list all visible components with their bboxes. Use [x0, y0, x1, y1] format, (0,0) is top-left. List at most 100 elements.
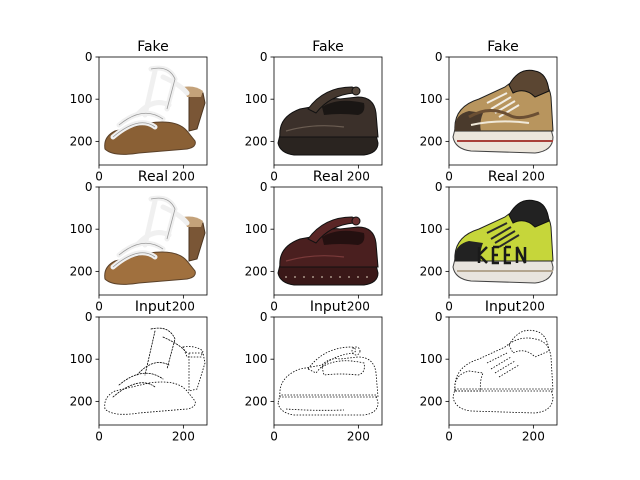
- y-tick-label: 0: [435, 50, 443, 64]
- shoe-image: [449, 57, 557, 165]
- clog-sole: [277, 394, 379, 416]
- clog-stitch: [303, 276, 305, 278]
- y-tick-label: 200: [245, 394, 268, 408]
- x-tick-label: 0: [445, 430, 453, 444]
- sneaker-collar: [508, 329, 550, 358]
- axes-frame: [98, 56, 208, 166]
- clog-stitch: [312, 276, 314, 278]
- clog-stitch: [348, 276, 350, 278]
- panel-title: Real: [138, 169, 168, 185]
- panel-title: Real: [488, 169, 518, 185]
- y-tick-label: 0: [260, 310, 268, 324]
- axes-panel: 0 100 200 0 200 Real: [420, 169, 558, 314]
- y-tick-label: 0: [260, 50, 268, 64]
- x-tick-label: 200: [172, 300, 195, 314]
- y-tick-label: 0: [435, 180, 443, 194]
- axes-frame: [273, 186, 383, 296]
- x-tick-label: 200: [522, 300, 545, 314]
- clog-sole: [277, 264, 379, 286]
- clog-opening: [321, 360, 365, 376]
- panel-title: Input: [310, 299, 347, 315]
- panel-title: Input: [485, 299, 522, 315]
- sandal-strap: [142, 68, 158, 118]
- shoe-image: [274, 187, 382, 295]
- sandal-strap: [142, 198, 158, 248]
- x-tick-label: 0: [95, 430, 103, 444]
- y-tick-label: 0: [85, 50, 93, 64]
- axes-panel: 0 100 200 0 200 Real: [245, 169, 383, 314]
- axes-panel: 0 100 200 0 200 Real: [70, 169, 208, 314]
- axes-frame: [273, 56, 383, 166]
- clog-opening: [322, 100, 365, 115]
- axes-frame: [273, 316, 383, 426]
- shoe-image: [449, 187, 557, 295]
- sneaker-laces: [486, 222, 520, 248]
- clog-opening: [322, 230, 365, 245]
- y-tick-label: 200: [70, 264, 93, 278]
- y-tick-label: 0: [435, 310, 443, 324]
- clog-stitch: [330, 276, 332, 278]
- axes-panel: 0 100 200 0 200 Fake: [420, 39, 558, 184]
- sandal-strap: [144, 330, 156, 376]
- edge-map-image: [99, 317, 207, 425]
- clog-stitch: [294, 276, 296, 278]
- x-tick-label: 0: [95, 300, 103, 314]
- x-tick-label: 0: [270, 300, 278, 314]
- keen-logo: [477, 245, 527, 265]
- x-tick-label: 200: [347, 430, 370, 444]
- sneaker-collar: [508, 199, 550, 228]
- sandal-strap: [112, 382, 156, 398]
- y-tick-label: 0: [85, 180, 93, 194]
- x-tick-label: 200: [522, 430, 545, 444]
- panel-title: Input: [135, 299, 172, 315]
- sneaker-toe: [454, 241, 483, 261]
- sandal-sole: [104, 251, 196, 285]
- x-tick-label: 200: [172, 430, 195, 444]
- x-tick-label: 0: [445, 170, 453, 184]
- y-tick-label: 100: [420, 352, 443, 366]
- axes-frame: [448, 316, 558, 426]
- x-tick-label: 200: [522, 170, 545, 184]
- y-tick-label: 200: [70, 134, 93, 148]
- y-tick-label: 100: [245, 92, 268, 106]
- panel-title: Fake: [137, 39, 169, 55]
- x-tick-label: 200: [347, 170, 370, 184]
- sandal-strap-shadow: [112, 67, 176, 138]
- panel-title: Real: [313, 169, 343, 185]
- y-tick-label: 100: [420, 222, 443, 236]
- image-background: [449, 317, 557, 425]
- shoe-image: [274, 57, 382, 165]
- x-tick-label: 0: [95, 170, 103, 184]
- sandal-strap: [160, 204, 190, 226]
- y-tick-label: 200: [420, 264, 443, 278]
- y-tick-label: 100: [70, 222, 93, 236]
- clog-highlight: [285, 255, 345, 262]
- edge-map-image: [449, 317, 557, 425]
- sneaker-toe: [454, 111, 483, 131]
- sneaker-pattern: [470, 120, 530, 126]
- x-tick-label: 200: [347, 300, 370, 314]
- sandal-strap-shadow: [112, 197, 176, 268]
- sandal-strap: [136, 362, 170, 376]
- sandal-strap: [118, 372, 164, 386]
- clog-highlight: [285, 125, 345, 132]
- axes-frame: [98, 316, 208, 426]
- sneaker-laces: [486, 92, 520, 118]
- axes-panel: 0 100 200 0 200 Fake: [245, 39, 383, 184]
- clog-stitch: [339, 276, 341, 278]
- y-tick-label: 100: [420, 92, 443, 106]
- image-background: [274, 317, 382, 425]
- x-tick-label: 200: [172, 170, 195, 184]
- y-tick-label: 100: [245, 352, 268, 366]
- axes-frame: [448, 186, 558, 296]
- clog-buckle: [351, 216, 361, 226]
- clog-stitch: [285, 276, 287, 278]
- axes-frame: [448, 56, 558, 166]
- clog-stitch: [366, 276, 368, 278]
- sandal-strap: [150, 327, 176, 370]
- clog-buckle: [351, 86, 361, 96]
- shoe-image: [99, 187, 207, 295]
- axes-panel: 0 100 200 0 200 Fake: [70, 39, 208, 184]
